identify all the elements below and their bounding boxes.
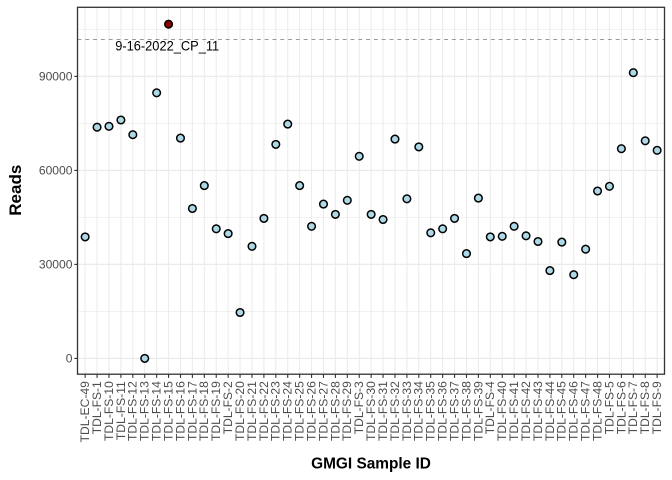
svg-text:TDL-FS-8: TDL-FS-8: [638, 381, 652, 434]
svg-text:TDL-FS-30: TDL-FS-30: [364, 381, 378, 441]
svg-text:TDL-FS-15: TDL-FS-15: [161, 381, 175, 441]
svg-text:TDL-FS-10: TDL-FS-10: [102, 381, 116, 441]
svg-text:TDL-FS-45: TDL-FS-45: [555, 381, 569, 441]
svg-text:TDL-FS-1: TDL-FS-1: [90, 381, 104, 434]
svg-text:TDL-FS-24: TDL-FS-24: [281, 381, 295, 441]
svg-text:TDL-FS-26: TDL-FS-26: [304, 381, 318, 441]
svg-text:TDL-FS-43: TDL-FS-43: [531, 381, 545, 441]
svg-text:TDL-FS-44: TDL-FS-44: [543, 381, 557, 441]
svg-text:TDL-FS-48: TDL-FS-48: [590, 381, 604, 441]
svg-text:TDL-FS-13: TDL-FS-13: [138, 381, 152, 441]
svg-text:TDL-FS-14: TDL-FS-14: [150, 381, 164, 441]
svg-text:TDL-FS-5: TDL-FS-5: [602, 381, 616, 434]
svg-text:GMGI Sample ID: GMGI Sample ID: [311, 456, 431, 473]
svg-text:TDL-FS-6: TDL-FS-6: [614, 381, 628, 434]
svg-text:60000: 60000: [39, 164, 73, 178]
svg-text:TDL-FS-9: TDL-FS-9: [650, 381, 664, 434]
svg-text:Reads: Reads: [6, 165, 25, 216]
svg-text:TDL-FS-40: TDL-FS-40: [495, 381, 509, 441]
svg-text:TDL-FS-39: TDL-FS-39: [471, 381, 485, 441]
svg-text:9-16-2022_CP_11: 9-16-2022_CP_11: [115, 38, 219, 53]
svg-text:TDL-FS-28: TDL-FS-28: [328, 381, 342, 441]
svg-text:TDL-FS-2: TDL-FS-2: [221, 381, 235, 434]
svg-text:TDL-FS-33: TDL-FS-33: [400, 381, 414, 441]
svg-text:TDL-FS-38: TDL-FS-38: [459, 381, 473, 441]
svg-text:TDL-FS-20: TDL-FS-20: [233, 381, 247, 441]
svg-text:TDL-FS-35: TDL-FS-35: [424, 381, 438, 441]
svg-text:90000: 90000: [39, 70, 73, 84]
svg-text:0: 0: [66, 352, 73, 366]
svg-text:30000: 30000: [39, 258, 73, 272]
svg-text:TDL-FS-7: TDL-FS-7: [626, 381, 640, 434]
svg-text:TDL-FS-12: TDL-FS-12: [126, 381, 140, 441]
svg-text:TDL-FS-42: TDL-FS-42: [519, 381, 533, 441]
svg-text:TDL-FS-37: TDL-FS-37: [447, 381, 461, 441]
svg-text:TDL-EC-49: TDL-EC-49: [78, 381, 92, 442]
svg-text:TDL-FS-16: TDL-FS-16: [173, 381, 187, 441]
svg-text:TDL-FS-17: TDL-FS-17: [185, 381, 199, 441]
svg-text:TDL-FS-18: TDL-FS-18: [197, 381, 211, 441]
svg-text:TDL-FS-34: TDL-FS-34: [412, 381, 426, 441]
svg-text:TDL-FS-29: TDL-FS-29: [340, 381, 354, 441]
svg-text:TDL-FS-22: TDL-FS-22: [257, 381, 271, 441]
svg-text:TDL-FS-31: TDL-FS-31: [376, 381, 390, 441]
svg-text:TDL-FS-21: TDL-FS-21: [245, 381, 259, 441]
svg-text:TDL-FS-27: TDL-FS-27: [316, 381, 330, 441]
svg-text:TDL-FS-41: TDL-FS-41: [507, 381, 521, 441]
svg-text:TDL-FS-32: TDL-FS-32: [388, 381, 402, 441]
svg-text:TDL-FS-23: TDL-FS-23: [269, 381, 283, 441]
svg-text:TDL-FS-11: TDL-FS-11: [114, 381, 128, 440]
svg-text:TDL-FS-19: TDL-FS-19: [209, 381, 223, 441]
svg-text:TDL-FS-36: TDL-FS-36: [436, 381, 450, 441]
svg-text:TDL-FS-3: TDL-FS-3: [352, 381, 366, 434]
svg-text:TDL-FS-25: TDL-FS-25: [293, 381, 307, 441]
svg-text:TDL-FS-4: TDL-FS-4: [483, 381, 497, 434]
svg-text:TDL-FS-46: TDL-FS-46: [567, 381, 581, 441]
svg-text:TDL-FS-47: TDL-FS-47: [579, 381, 593, 441]
